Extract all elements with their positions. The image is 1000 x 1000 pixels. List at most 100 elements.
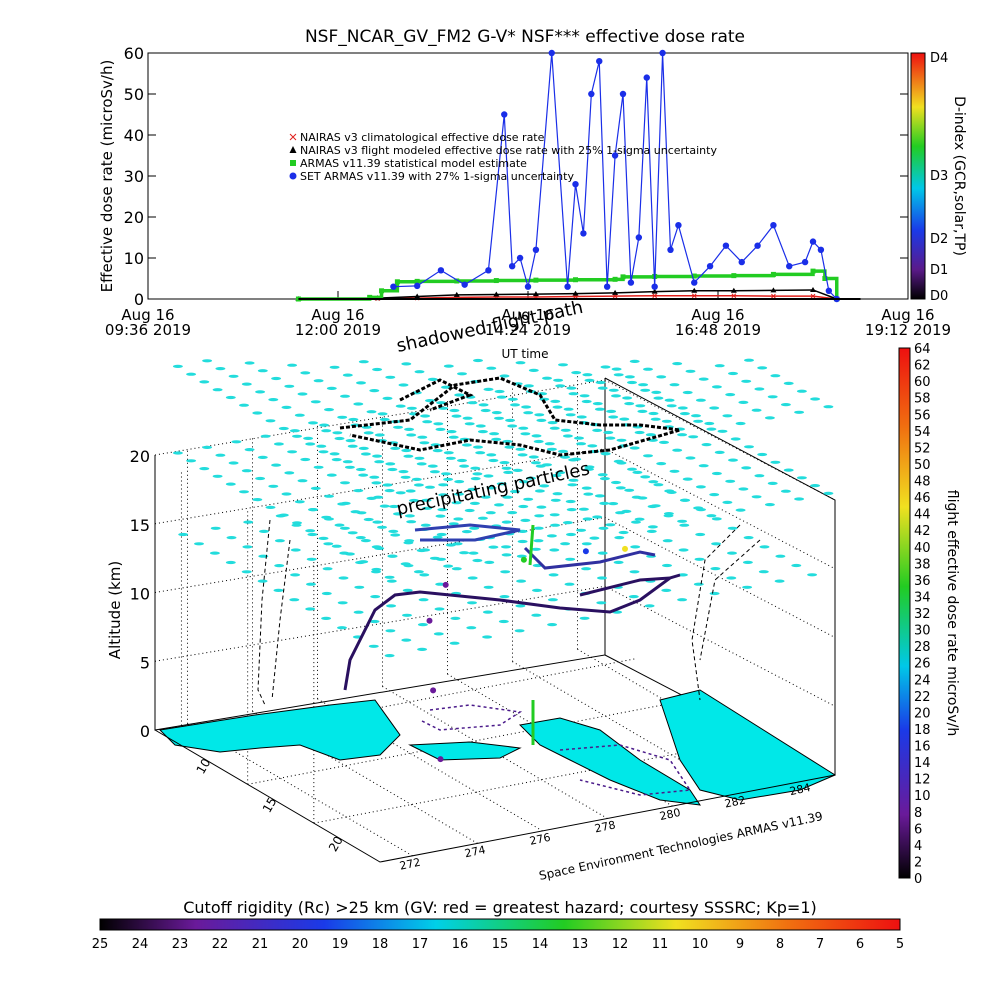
flight-path-point	[430, 687, 437, 694]
rigidity-marker	[464, 422, 475, 426]
rigidity-marker	[767, 395, 778, 399]
rigidity-marker	[379, 504, 390, 508]
altitude-tick-label: 10	[130, 585, 150, 604]
x-tick-label-time: 14:24 2019	[485, 321, 571, 339]
rigidity-marker	[228, 461, 239, 465]
flight-path-point	[442, 581, 449, 588]
rigidity-marker	[555, 471, 566, 475]
rigidity-colorbar-label: Cutoff rigidity (Rc) >25 km (GV: red = g…	[183, 898, 817, 917]
longitude-tick-label: 282	[723, 793, 746, 810]
rigidity-marker	[371, 481, 382, 485]
rigidity-marker	[499, 374, 510, 378]
dose-tick-label: 42	[914, 524, 931, 539]
rigidity-marker	[581, 399, 592, 404]
rigidity-marker	[319, 423, 330, 427]
rigidity-marker	[611, 480, 621, 485]
legend-marker	[290, 160, 296, 166]
rigidity-marker	[244, 361, 255, 365]
rigidity-marker	[437, 508, 448, 512]
rigidity-marker	[550, 523, 561, 527]
rigidity-marker	[704, 421, 715, 426]
dose-tick-label: 14	[914, 756, 931, 771]
rigidity-marker	[706, 514, 717, 518]
rigidity-marker	[287, 450, 298, 454]
rigidity-marker	[614, 536, 625, 540]
series-point	[516, 254, 524, 262]
rigidity-marker	[823, 405, 834, 409]
rigidity-marker	[225, 560, 236, 565]
rigidity-marker	[605, 436, 616, 440]
rigidity-marker	[764, 503, 775, 507]
rigidity-marker	[467, 401, 478, 405]
rigidity-marker	[483, 474, 494, 478]
rigidity-marker	[542, 376, 552, 380]
rigidity-marker	[565, 557, 576, 561]
rigidity-marker	[714, 364, 725, 368]
rigidity-marker	[432, 449, 443, 453]
rigidity-marker	[491, 437, 502, 441]
dose-tick-label: 56	[914, 408, 931, 423]
rigidity-marker	[678, 548, 689, 552]
rigidity-marker	[594, 494, 605, 498]
rigidity-marker	[448, 522, 459, 526]
rigidity-marker	[422, 420, 433, 424]
rigidity-marker	[210, 526, 221, 530]
rigidity-marker	[358, 446, 369, 450]
rigidity-marker	[486, 366, 497, 370]
rigidity-marker	[537, 392, 548, 396]
rigidity-marker	[518, 426, 529, 430]
rigidity-marker	[694, 557, 705, 561]
series-point	[379, 288, 385, 294]
rigidity-marker	[563, 407, 574, 411]
rigidity-marker	[462, 416, 473, 420]
rigidity-marker	[630, 545, 641, 549]
series-point	[770, 222, 777, 229]
rigidity-marker	[596, 601, 607, 605]
rigidity-marker	[416, 462, 427, 466]
dose-tick-label: 34	[914, 590, 931, 605]
rigidity-marker	[520, 518, 531, 523]
series-point	[817, 246, 825, 253]
rigidity-marker	[241, 382, 252, 386]
x-tick-label-date: Aug 16	[311, 306, 364, 324]
rigidity-marker	[510, 403, 520, 407]
rigidity-marker	[709, 406, 720, 410]
rigidity-marker	[450, 616, 461, 621]
rigidity-marker	[355, 560, 366, 565]
rigidity-marker	[744, 358, 754, 362]
rigidity-marker	[402, 613, 412, 617]
rigidity-marker	[386, 579, 397, 583]
rigidity-marker	[273, 442, 284, 446]
floor-shadow-path	[559, 744, 692, 796]
dose-tick-label: 16	[914, 740, 931, 755]
flight-path-segment	[523, 546, 656, 570]
rigidity-marker	[505, 418, 516, 422]
rigidity-marker	[305, 607, 316, 611]
rigidity-marker	[265, 419, 276, 423]
rigidity-marker	[523, 384, 534, 388]
rigidity-marker	[738, 400, 749, 404]
rigidity-marker	[530, 547, 541, 551]
rigidity-marker	[714, 450, 725, 454]
rigidity-marker	[318, 536, 329, 541]
rigidity-marker	[321, 429, 332, 433]
dose-tick-label: 46	[914, 491, 931, 506]
rigidity-marker	[421, 498, 432, 502]
rigidity-marker	[727, 526, 738, 530]
x-tick-label-date: Aug 16	[121, 306, 174, 324]
rigidity-marker	[289, 429, 300, 433]
rigidity-marker	[548, 573, 559, 577]
longitude-tick-label: 284	[788, 781, 811, 798]
rigidity-marker	[547, 598, 558, 602]
rigidity-marker	[414, 456, 425, 460]
rigidity-marker	[202, 445, 213, 449]
rigidity-marker	[257, 369, 268, 373]
y-tick-label: 10	[124, 249, 144, 268]
rigidity-marker	[780, 403, 791, 407]
rigidity-marker	[342, 373, 353, 377]
series-point	[367, 294, 373, 300]
rigidity-marker	[532, 588, 542, 593]
rigidity-marker	[515, 361, 526, 365]
rigidity-marker	[454, 393, 465, 397]
series-point	[667, 246, 674, 253]
